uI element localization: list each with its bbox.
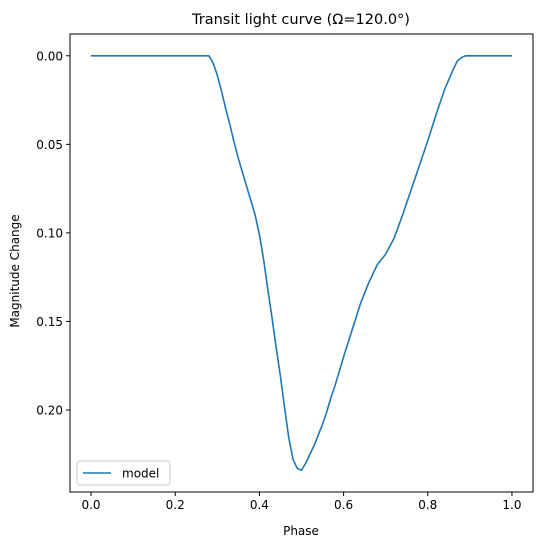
series-line-model — [91, 54, 512, 472]
y-axis-label: Magnitude Change — [8, 214, 22, 327]
legend-box — [76, 460, 171, 486]
y-axis: 0.00 0.05 0.10 0.15 0.20 — [36, 49, 70, 417]
x-axis-label: Phase — [283, 524, 319, 538]
legend-label: model — [122, 467, 159, 481]
x-axis: 0.0 0.2 0.4 0.6 0.8 1.0 — [81, 492, 522, 512]
y-tick-label: 0.00 — [36, 49, 63, 63]
y-tick-label: 0.10 — [36, 226, 63, 240]
y-tick-label: 0.15 — [36, 315, 63, 329]
x-tick-label: 0.8 — [418, 498, 437, 512]
legend: model — [76, 460, 171, 486]
x-tick-label: 0.6 — [334, 498, 353, 512]
chart-title: Transit light curve (Ω=120.0°) — [191, 12, 410, 28]
x-tick-label: 0.4 — [250, 498, 269, 512]
y-tick-label: 0.05 — [36, 138, 63, 152]
x-tick-label: 0.0 — [81, 498, 100, 512]
plot-area — [91, 54, 512, 472]
x-tick-label: 1.0 — [502, 498, 521, 512]
axes-frame — [69, 33, 534, 493]
y-tick-label: 0.20 — [36, 403, 63, 417]
x-tick-label: 0.2 — [166, 498, 185, 512]
